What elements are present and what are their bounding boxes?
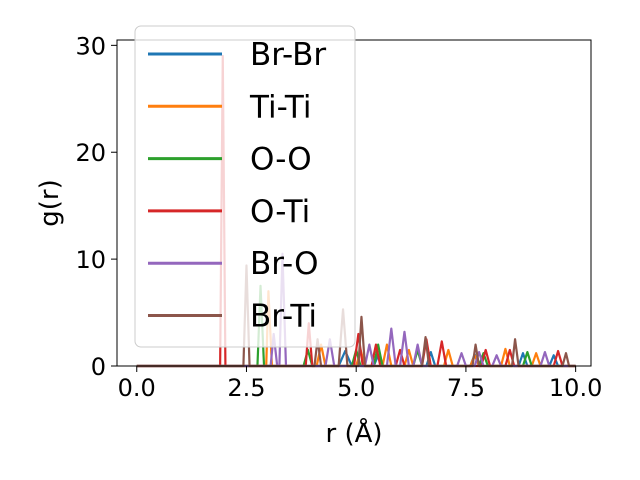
y-tick-label: 20 bbox=[75, 139, 106, 167]
legend-box bbox=[134, 25, 356, 348]
legend-label-o-ti: O-Ti bbox=[250, 194, 310, 230]
x-tick-label: 2.5 bbox=[227, 374, 265, 402]
y-tick-label: 10 bbox=[75, 246, 106, 274]
legend-label-ti-ti: Ti-Ti bbox=[249, 89, 312, 125]
x-axis-label: r (Å) bbox=[325, 417, 382, 449]
legend-label-o-o: O-O bbox=[250, 142, 312, 178]
x-axis-ticks: 0.0 2.5 5.0 7.5 10.0 bbox=[118, 366, 602, 402]
legend-label-br-o: Br-O bbox=[250, 246, 318, 282]
x-tick-label: 7.5 bbox=[447, 374, 485, 402]
y-tick-label: 30 bbox=[75, 32, 106, 60]
y-axis-ticks: 0 10 20 30 bbox=[75, 32, 117, 381]
y-axis-label: g(r) bbox=[35, 179, 65, 226]
y-tick-label: 0 bbox=[91, 353, 106, 381]
legend-entries: Br-Br Ti-Ti O-O O-Ti Br-O Br-Ti bbox=[148, 37, 326, 335]
legend-label-br-ti: Br-Ti bbox=[250, 299, 317, 335]
legend-label-br-br: Br-Br bbox=[250, 37, 326, 73]
legend: Br-Br Ti-Ti O-O O-Ti Br-O Br-Ti bbox=[134, 25, 356, 348]
x-tick-label: 10.0 bbox=[549, 374, 602, 402]
x-tick-label: 5.0 bbox=[337, 374, 375, 402]
x-tick-label: 0.0 bbox=[118, 374, 156, 402]
